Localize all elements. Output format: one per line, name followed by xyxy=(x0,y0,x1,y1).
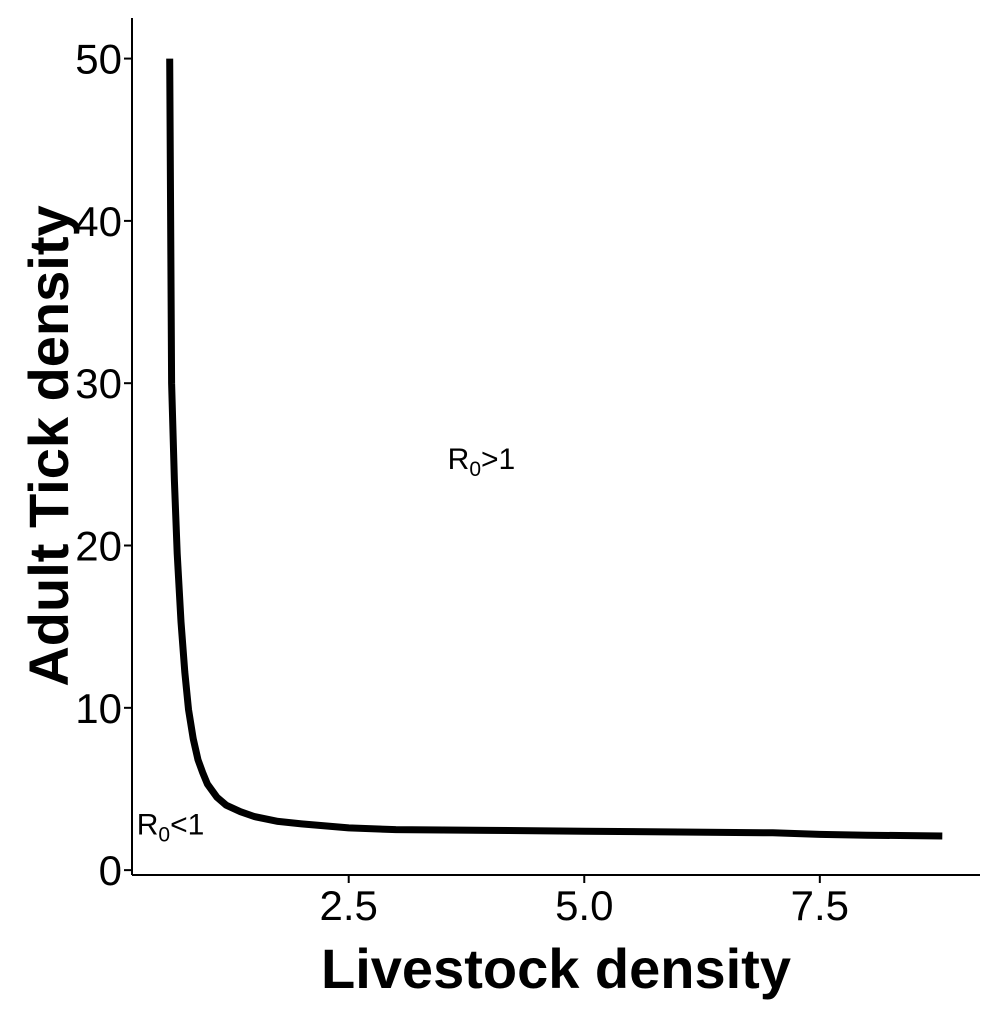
annotation-rest: >1 xyxy=(481,443,515,476)
annotation-label: R0<1 xyxy=(137,808,205,846)
y-tick-label: 0 xyxy=(99,847,122,894)
annotation-label: R0>1 xyxy=(448,443,516,481)
annotation-base: R xyxy=(137,808,159,841)
x-tick-label: 7.5 xyxy=(791,882,849,929)
x-ticks: 2.5 5.0 7.5 xyxy=(320,875,849,929)
annotation-subscript: 0 xyxy=(158,823,170,846)
y-tick-label: 40 xyxy=(75,198,122,245)
axes xyxy=(131,18,980,876)
y-ticks: 0 10 20 30 40 50 xyxy=(75,36,132,894)
y-tick-label: 20 xyxy=(75,523,122,570)
annotations: R0>1R0<1 xyxy=(137,443,516,846)
x-axis-title: Livestock density xyxy=(321,937,791,1000)
y-tick-label: 50 xyxy=(75,36,122,83)
x-tick-label: 2.5 xyxy=(320,882,378,929)
annotation-base: R xyxy=(448,443,470,476)
y-tick-label: 30 xyxy=(75,360,122,407)
annotation-rest: <1 xyxy=(170,808,204,841)
y-axis-title: Adult Tick density xyxy=(17,205,80,686)
y-tick-label: 10 xyxy=(75,685,122,732)
x-tick-label: 5.0 xyxy=(555,882,613,929)
series-line xyxy=(166,58,943,840)
annotation-subscript: 0 xyxy=(469,458,481,481)
